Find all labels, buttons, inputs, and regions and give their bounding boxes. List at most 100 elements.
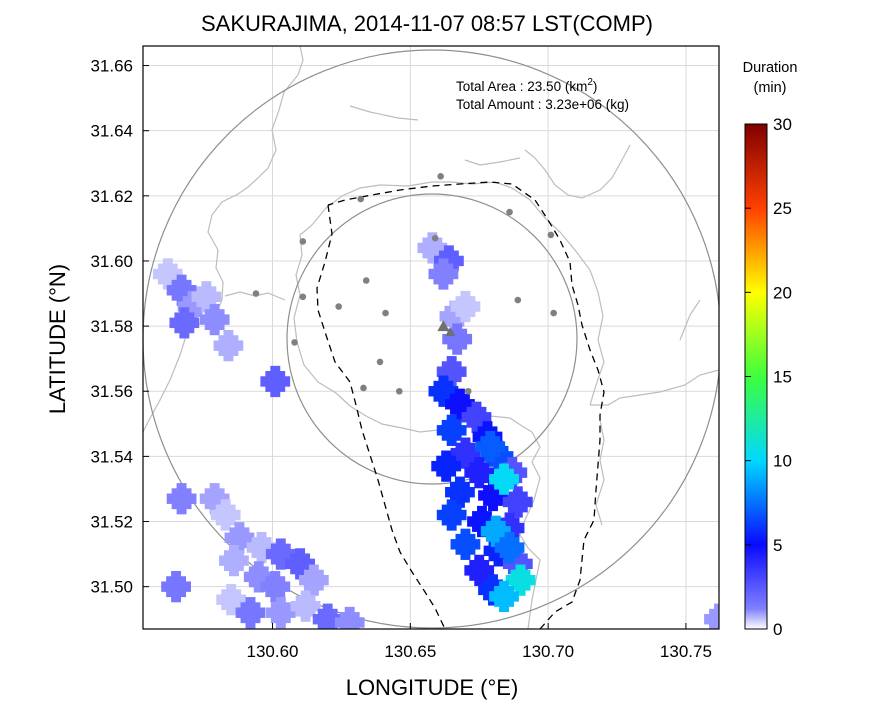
x-tick-label: 130.65 (384, 642, 436, 661)
y-tick-label: 31.52 (90, 513, 133, 532)
ash-cell (265, 597, 296, 629)
ash-cell (436, 499, 467, 531)
ash-cell (704, 603, 719, 629)
ash-cell (312, 603, 343, 629)
station-dot (550, 309, 557, 317)
station-dot (335, 303, 342, 310)
x-tick-label: 130.75 (660, 642, 712, 661)
colorbar-tick-label: 15 (773, 368, 792, 387)
y-tick-label: 31.50 (90, 578, 133, 597)
ash-cell (224, 522, 255, 554)
ash-cell (290, 590, 321, 622)
ash-cell (505, 564, 536, 596)
station-dot (382, 309, 389, 317)
station-dot (362, 277, 370, 284)
station-dot (252, 290, 260, 297)
vent-triangle (437, 320, 450, 332)
x-ticks: 130.60 130.65 130.70 130.75 (247, 623, 712, 661)
y-axis-label: LATITUDE (°N) (45, 264, 70, 414)
ash-cell (216, 584, 247, 616)
ash-cell (334, 606, 365, 629)
station-dot (299, 238, 307, 245)
y-tick-label: 31.66 (90, 57, 133, 76)
ash-cell (450, 290, 481, 323)
colorbar-title-line2: (min) (753, 80, 786, 96)
ash-cell (428, 258, 459, 290)
ash-cell (152, 258, 183, 290)
station-dot (360, 384, 367, 392)
colorbar-tick-label: 25 (773, 199, 792, 218)
outer-range-circle (143, 49, 719, 629)
y-tick-label: 31.56 (90, 382, 133, 401)
ash-cell (219, 544, 249, 577)
station-dot (464, 387, 472, 395)
ash-cell (191, 281, 222, 313)
ash-cell (464, 554, 495, 587)
ash-cell (478, 479, 508, 512)
ash-cell (494, 531, 525, 564)
ash-cell (260, 365, 291, 398)
station-dot (431, 234, 439, 242)
ash-cell (161, 571, 191, 603)
colorbar-tick-label: 30 (773, 115, 792, 134)
colorbar-tick-label: 20 (773, 283, 792, 302)
stations (252, 172, 557, 395)
ash-cell (445, 476, 475, 508)
y-tick-label: 31.58 (90, 317, 133, 336)
station-dot (437, 172, 444, 180)
colorbar-tick-label: 10 (773, 452, 792, 471)
ash-cell (285, 548, 315, 580)
vent-marker (437, 320, 456, 337)
y-tick-label: 31.54 (90, 447, 133, 466)
colorbar-ticks: 0 5 10 15 20 25 30 (745, 115, 792, 639)
y-tick-label: 31.62 (90, 187, 133, 206)
total-area-text: Total Area : 23.50 (km2) (456, 77, 597, 94)
y-tick-label: 31.60 (90, 252, 133, 271)
station-dot (357, 195, 365, 203)
ash-cell (260, 571, 291, 603)
station-dot (376, 358, 384, 366)
ash-cell (461, 401, 492, 433)
station-dot (506, 208, 513, 216)
ash-cell (235, 597, 266, 629)
ash-cells (152, 232, 719, 629)
ash-cell (169, 307, 200, 339)
ash-cell (431, 450, 462, 482)
ash-cell (489, 463, 519, 495)
ash-cell (213, 330, 244, 362)
ash-cell (436, 414, 467, 446)
chart-title: SAKURAJIMA, 2014-11-07 08:57 LST(COMP) (201, 11, 653, 36)
ash-cell (417, 232, 448, 264)
y-tick-label: 31.64 (90, 122, 133, 141)
ash-cell (502, 486, 533, 518)
ash-cell (166, 274, 197, 306)
map-layer (143, 46, 719, 629)
vent-triangle (445, 327, 456, 337)
ash-cell (475, 430, 506, 463)
inner-range-circle (286, 193, 578, 485)
x-tick-label: 130.60 (247, 642, 299, 661)
ash-cell (450, 437, 481, 469)
station-dot (299, 293, 307, 301)
ash-cell (210, 499, 241, 531)
colorbar-tick-label: 5 (773, 536, 782, 555)
ash-cell (445, 388, 475, 420)
y-ticks: 31.50 31.52 31.54 31.56 31.58 31.60 31.62 31.64… (90, 57, 149, 597)
station-dot (514, 296, 522, 304)
colorbar-title-line1: Duration (743, 60, 798, 76)
x-axis-label: LONGITUDE (°E) (346, 675, 519, 700)
region-boundary (316, 181, 605, 629)
ash-cell (298, 564, 329, 596)
ash-cell (199, 483, 230, 515)
ash-cell (480, 515, 511, 547)
ash-cell (428, 375, 459, 407)
ash-cell (489, 580, 519, 613)
station-dot (291, 339, 298, 346)
ash-cell (450, 528, 481, 560)
plot-frame (142, 45, 720, 630)
colorbar-tick-label: 0 (773, 620, 782, 639)
ash-cell (464, 457, 495, 489)
total-amount-text: Total Amount : 3.23e+06 (kg) (456, 97, 629, 112)
x-tick-label: 130.70 (522, 642, 574, 661)
ash-cell (199, 303, 230, 336)
